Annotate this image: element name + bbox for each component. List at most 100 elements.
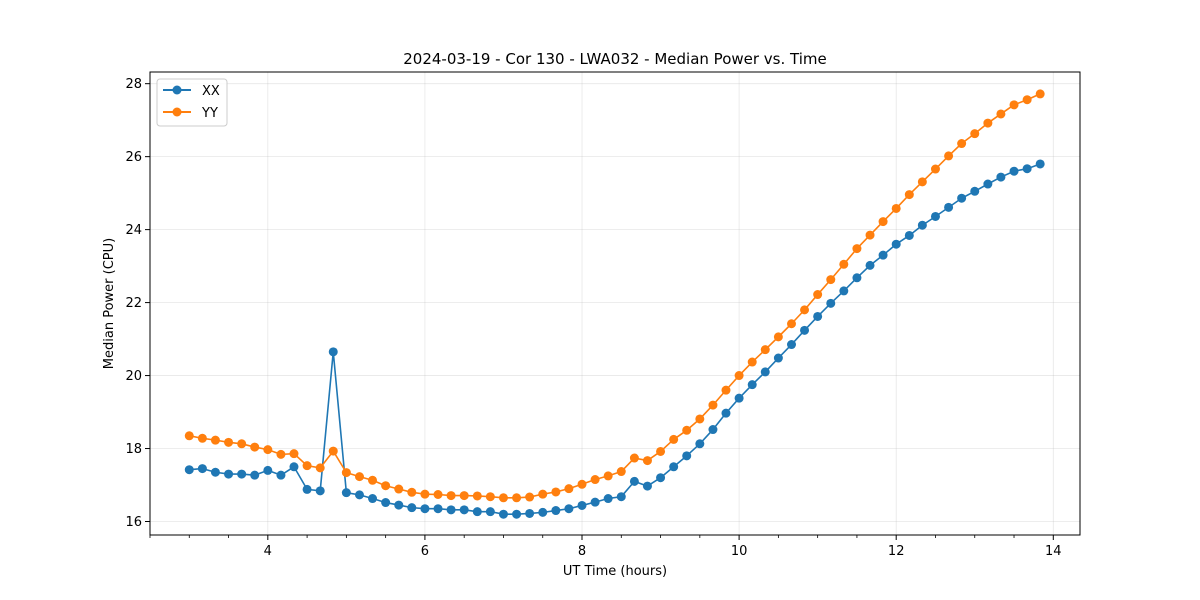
data-point-xx bbox=[695, 439, 705, 449]
data-point-xx bbox=[210, 467, 220, 477]
data-point-xx bbox=[787, 340, 796, 350]
data-point-xx bbox=[590, 497, 600, 507]
data-point-xx bbox=[420, 504, 430, 514]
data-point-xx bbox=[551, 506, 561, 516]
data-point-yy bbox=[420, 489, 430, 499]
x-tick-label: 10 bbox=[731, 544, 748, 559]
legend-label-yy: YY bbox=[201, 106, 218, 121]
data-point-yy bbox=[354, 472, 364, 482]
data-point-yy bbox=[381, 481, 391, 491]
data-point-yy bbox=[577, 479, 587, 489]
data-point-xx bbox=[865, 260, 875, 270]
data-point-xx bbox=[669, 462, 679, 472]
data-point-yy bbox=[315, 463, 325, 473]
data-point-yy bbox=[407, 487, 417, 497]
data-point-xx bbox=[1009, 166, 1019, 176]
data-point-xx bbox=[970, 186, 980, 196]
data-point-yy bbox=[263, 445, 273, 455]
y-tick-label: 28 bbox=[125, 77, 142, 92]
data-point-xx bbox=[773, 353, 783, 363]
data-point-yy bbox=[642, 456, 652, 466]
data-point-xx bbox=[813, 311, 823, 321]
data-point-yy bbox=[433, 490, 443, 499]
data-point-xx bbox=[472, 507, 482, 517]
data-point-xx bbox=[577, 500, 587, 510]
x-tick-label: 4 bbox=[264, 544, 272, 559]
data-point-yy bbox=[760, 345, 770, 355]
data-point-yy bbox=[472, 491, 482, 501]
y-axis-title: Median Power (CPU) bbox=[102, 238, 117, 369]
x-axis-title: UT Time (hours) bbox=[563, 564, 667, 579]
data-point-yy bbox=[341, 468, 351, 478]
data-point-xx bbox=[407, 503, 417, 513]
data-point-yy bbox=[564, 484, 574, 494]
legend-marker-xx bbox=[172, 85, 182, 95]
data-point-yy bbox=[1035, 89, 1045, 99]
data-point-xx bbox=[433, 504, 443, 514]
data-point-xx bbox=[446, 505, 456, 515]
data-point-xx bbox=[682, 451, 692, 461]
data-point-xx bbox=[839, 286, 849, 296]
data-point-yy bbox=[629, 453, 639, 463]
y-tick-label: 22 bbox=[125, 296, 142, 311]
x-tick-label: 12 bbox=[888, 544, 905, 559]
y-tick-label: 18 bbox=[125, 442, 142, 457]
data-point-xx bbox=[564, 504, 574, 514]
data-point-xx bbox=[263, 465, 273, 475]
data-point-xx bbox=[302, 484, 312, 494]
data-point-yy bbox=[1009, 100, 1019, 110]
data-point-yy bbox=[538, 489, 548, 499]
data-point-yy bbox=[826, 275, 836, 285]
data-point-xx bbox=[381, 498, 391, 508]
data-point-xx bbox=[891, 239, 901, 249]
data-point-yy bbox=[930, 164, 940, 174]
data-point-yy bbox=[368, 475, 378, 485]
data-point-yy bbox=[485, 492, 495, 502]
data-point-yy bbox=[904, 190, 914, 200]
data-point-yy bbox=[525, 492, 535, 502]
data-point-xx bbox=[930, 211, 940, 221]
data-point-xx bbox=[603, 494, 613, 504]
data-point-yy bbox=[210, 435, 220, 445]
data-point-xx bbox=[826, 298, 836, 308]
data-point-xx bbox=[289, 462, 299, 472]
data-point-xx bbox=[983, 179, 993, 189]
data-point-xx bbox=[656, 473, 666, 483]
data-point-yy bbox=[250, 442, 260, 452]
data-point-xx bbox=[498, 509, 508, 519]
data-point-xx bbox=[341, 488, 351, 498]
data-point-yy bbox=[682, 425, 692, 435]
data-point-yy bbox=[197, 433, 207, 443]
data-point-yy bbox=[498, 493, 508, 503]
data-point-xx bbox=[485, 507, 495, 517]
data-point-yy bbox=[891, 203, 901, 213]
chart-title: 2024-03-19 - Cor 130 - LWA032 - Median P… bbox=[403, 50, 827, 68]
data-point-xx bbox=[616, 492, 626, 502]
data-point-yy bbox=[813, 290, 823, 300]
data-point-yy bbox=[446, 491, 456, 501]
data-point-yy bbox=[459, 491, 469, 501]
data-point-xx bbox=[328, 347, 338, 357]
data-point-xx bbox=[250, 470, 260, 480]
y-tick-label: 26 bbox=[125, 150, 142, 165]
data-point-yy bbox=[944, 151, 954, 161]
data-point-yy bbox=[669, 434, 679, 444]
x-tick-label: 6 bbox=[421, 544, 429, 559]
data-point-xx bbox=[957, 193, 967, 203]
data-point-xx bbox=[315, 486, 325, 496]
data-point-xx bbox=[642, 481, 652, 491]
data-point-xx bbox=[904, 230, 914, 240]
data-point-xx bbox=[852, 273, 862, 283]
data-point-xx bbox=[878, 250, 888, 260]
data-point-xx bbox=[734, 393, 744, 403]
data-point-xx bbox=[276, 470, 286, 480]
legend-label-xx: XX bbox=[202, 84, 220, 99]
data-point-yy bbox=[970, 129, 980, 139]
data-point-xx bbox=[800, 325, 810, 335]
data-point-yy bbox=[616, 467, 626, 477]
data-point-yy bbox=[917, 177, 927, 187]
data-point-yy bbox=[276, 449, 286, 459]
series-xx bbox=[184, 159, 1045, 519]
